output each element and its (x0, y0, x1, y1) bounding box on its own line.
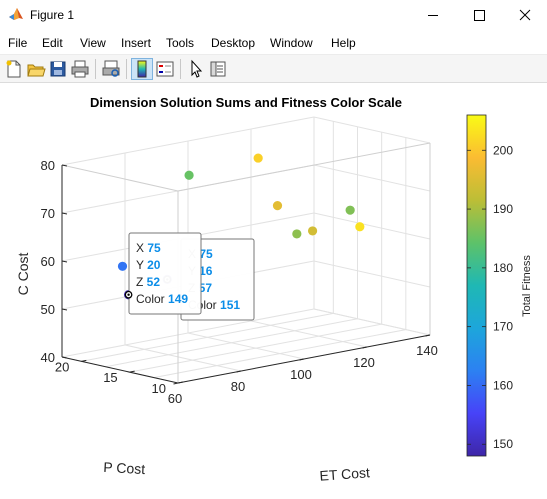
colorbar-label: Total Fitness (521, 255, 533, 317)
colorbar-icon (137, 60, 147, 78)
menu-edit[interactable]: Edit (42, 36, 63, 50)
data-point-5[interactable] (184, 170, 194, 180)
y-axis-label: P Cost (103, 459, 146, 477)
property-inspector-button[interactable] (207, 58, 229, 80)
maximize-icon (474, 10, 485, 21)
menu-tools[interactable]: Tools (166, 36, 195, 50)
colorbar-tick-label: 190 (493, 202, 513, 216)
data-point-6[interactable] (253, 153, 263, 163)
colorbar[interactable]: 150 160 170 180 190 200 (466, 114, 513, 457)
minimize-icon (428, 15, 438, 16)
maximize-button[interactable] (456, 0, 502, 31)
data-point-10[interactable] (345, 205, 355, 215)
new-figure-button[interactable] (3, 58, 25, 80)
x-tick-label: 140 (416, 343, 438, 358)
menu-bar: File Edit View Insert Tools Desktop Wind… (0, 31, 547, 55)
y-tick-label: 10 (152, 381, 166, 396)
z-tick-label: 60 (41, 254, 55, 269)
chart-title: Dimension Solution Sums and Fitness Colo… (90, 95, 402, 110)
print-preview-icon (102, 60, 120, 77)
data-tip-row: X 75 (136, 241, 161, 255)
minimize-button[interactable] (410, 0, 456, 31)
z-tick-label: 40 (41, 350, 55, 365)
z-axis-label: C Cost (15, 253, 31, 296)
legend-icon (156, 61, 174, 77)
menu-view[interactable]: View (80, 36, 106, 50)
title-bar: Figure 1 (0, 0, 547, 31)
save-icon (50, 61, 66, 77)
save-button[interactable] (47, 58, 69, 80)
z-tick-label: 50 (41, 302, 55, 317)
data-point-9[interactable] (307, 226, 318, 236)
close-button[interactable] (502, 0, 547, 31)
z-tick-label: 70 (41, 206, 55, 221)
menu-desktop[interactable]: Desktop (211, 36, 256, 50)
insert-legend-button[interactable] (154, 58, 176, 80)
y-tick-label: 15 (103, 370, 117, 385)
print-preview-button[interactable] (100, 58, 122, 80)
data-tip-row: Color 149 (136, 292, 188, 306)
matlab-logo-icon (9, 8, 23, 20)
z-tick-label: 80 (41, 158, 55, 173)
menu-file[interactable]: File (8, 36, 28, 50)
data-point-3[interactable] (117, 261, 128, 271)
data-point-11[interactable] (355, 222, 365, 232)
open-file-button[interactable] (25, 58, 47, 80)
data-point-8[interactable] (292, 229, 302, 239)
menu-insert[interactable]: Insert (121, 36, 152, 50)
print-icon (71, 60, 89, 78)
x-tick-label: 100 (290, 367, 312, 382)
window-title: Figure 1 (30, 8, 75, 22)
data-tip-row: Y 20 (136, 258, 161, 272)
new-figure-icon (6, 60, 21, 78)
menu-help[interactable]: Help (331, 36, 356, 50)
property-inspector-icon (210, 61, 226, 77)
colorbar-tick-label: 160 (493, 378, 513, 392)
x-tick-label: 60 (168, 391, 182, 406)
menu-window[interactable]: Window (270, 36, 313, 50)
insert-colorbar-button[interactable] (131, 58, 153, 80)
colorbar-tick-label: 200 (493, 143, 513, 157)
open-file-icon (27, 64, 46, 77)
close-icon (519, 9, 531, 21)
data-tip-row: Z 52 (136, 275, 160, 289)
x-axis-label: ET Cost (319, 464, 370, 483)
x-tick-label: 120 (353, 355, 375, 370)
data-tip-2[interactable]: X 75 Y 20 Z 52 Color 149 (124, 232, 202, 315)
colorbar-tick-label: 170 (493, 320, 513, 334)
figure-toolbar (0, 55, 547, 83)
edit-plot-button[interactable] (185, 58, 207, 80)
print-button[interactable] (69, 58, 91, 80)
colorbar-tick-label: 150 (493, 437, 513, 451)
colorbar-tick-label: 180 (493, 261, 513, 275)
x-tick-label: 80 (231, 379, 245, 394)
y-tick-label: 20 (55, 359, 69, 374)
pointer-icon (191, 59, 203, 78)
data-point-7[interactable] (272, 201, 283, 211)
